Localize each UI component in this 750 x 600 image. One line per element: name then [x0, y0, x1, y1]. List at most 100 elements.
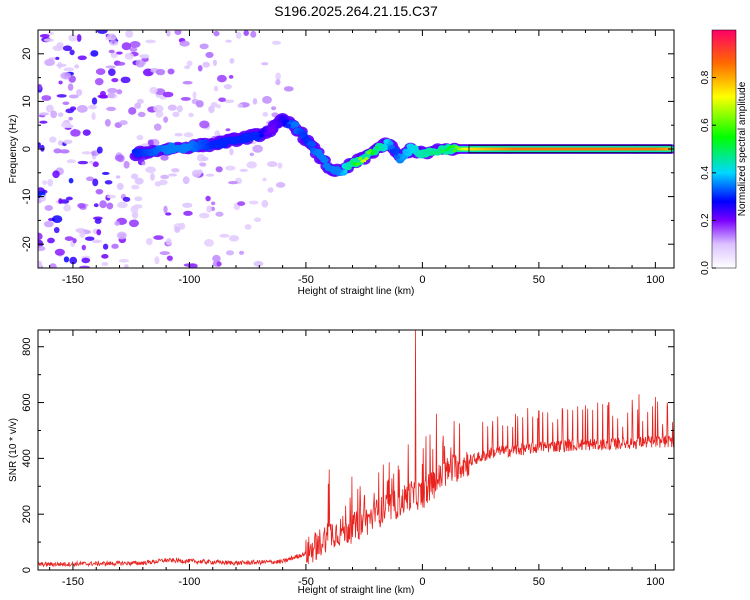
- spectrogram-noise-blob: [96, 229, 102, 236]
- spectrogram-noise-blob: [205, 195, 211, 202]
- spectrogram-noise-blob: [68, 34, 78, 42]
- spectrogram-noise-blob: [229, 58, 235, 64]
- spectrogram-noise-blob: [130, 173, 139, 180]
- spectrogram-trace-core: [196, 146, 201, 150]
- spectrogram-noise-blob: [66, 159, 76, 164]
- spectrogram-noise-blob: [49, 263, 57, 268]
- spectrogram-noise-blob: [42, 180, 48, 185]
- spectrogram-noise-blob: [149, 86, 158, 94]
- spectrogram-noise-blob: [219, 233, 230, 238]
- spectrogram-trace-core: [270, 128, 275, 132]
- spectrogram-noise-blob: [88, 104, 97, 110]
- spectrogram-noise-blob: [77, 55, 87, 61]
- spectrogram-noise-blob: [54, 248, 65, 256]
- spectrogram-noise-blob: [191, 169, 202, 178]
- snr-x-tick-label: -100: [178, 576, 200, 588]
- spectrogram-trace-core: [358, 157, 363, 161]
- colorbar-tick-label: 0.6: [700, 118, 711, 132]
- spectrogram-noise-blob: [116, 61, 126, 66]
- spectrogram-noise-blob: [237, 201, 246, 207]
- spectrogram-trace-core: [244, 134, 249, 138]
- spectrogram-noise-blob: [116, 51, 123, 55]
- spectrogram-trace-core: [165, 144, 170, 148]
- spectrogram-trace-core: [289, 119, 293, 123]
- spectrogram-noise-blob: [159, 251, 170, 256]
- spectrogram-noise-blob: [200, 156, 209, 161]
- spectrogram-noise-blob: [215, 166, 223, 173]
- spectrogram-trace-core: [387, 142, 392, 146]
- spectrogram-noise-blob: [205, 173, 215, 177]
- spectrogram-noise-blob: [275, 72, 281, 81]
- spectrogram-noise-blob: [96, 146, 103, 154]
- spectrogram-y-tick-label: 0: [21, 146, 33, 152]
- spectrogram-noise-blob: [123, 160, 130, 169]
- spectrogram-noise-blob: [192, 91, 197, 99]
- spectrogram-trace-core: [362, 159, 367, 163]
- spectrogram-trace-core: [278, 122, 283, 126]
- spectrogram-noise-blob: [101, 254, 109, 259]
- spectrogram-noise-blob: [235, 31, 242, 39]
- spectrogram-noise-blob: [208, 105, 215, 114]
- spectrogram-trace-core: [282, 122, 287, 126]
- spectrogram-trace-core: [356, 162, 361, 166]
- spectrogram-noise-blob: [262, 96, 272, 104]
- spectrogram-noise-blob: [277, 162, 283, 169]
- spectrogram-noise-blob: [153, 123, 162, 131]
- spectrogram-noise-blob: [116, 182, 124, 191]
- colorbar-ticks: 0.0 0.2 0.4 0.6 0.8: [700, 70, 716, 275]
- colorbar-label: Normalized spectral amplitude: [737, 81, 748, 216]
- spectrogram-noise-blob: [267, 187, 274, 193]
- spectrogram-noise-blob: [271, 40, 282, 45]
- spectrogram-trace-core: [274, 121, 279, 125]
- spectrogram-noise-blob: [104, 118, 111, 127]
- spectrogram-trace-core: [293, 123, 298, 127]
- spectrogram-trace-core: [419, 149, 423, 154]
- spectrogram-noise-blob: [50, 110, 58, 119]
- spectrogram-noise-blob: [104, 180, 113, 185]
- spectrogram-noise-blob: [136, 134, 144, 141]
- colorbar-tick-label: 0.8: [700, 70, 711, 84]
- spectrogram-noise-blob: [70, 106, 77, 111]
- spectrogram-noise-blob: [225, 250, 235, 256]
- spectrogram-noise-blob: [76, 89, 83, 96]
- spectrogram-noise-blob: [106, 106, 117, 112]
- spectrogram-trace-core: [307, 145, 312, 149]
- spectrogram-noise-blob: [56, 63, 67, 68]
- spectrogram-trace-core: [182, 143, 187, 147]
- spectrogram-noise-blob: [237, 103, 243, 108]
- spectrogram-noise-blob: [63, 139, 73, 145]
- spectrogram-noise-blob: [116, 231, 127, 240]
- spectrogram-noise-blob: [64, 236, 74, 241]
- spectrogram-y-tick-label: 20: [21, 48, 33, 60]
- spectrogram-noise-blob: [92, 178, 99, 187]
- spectrogram-noise-blob: [47, 31, 54, 36]
- spectrogram-trace-core: [142, 153, 147, 157]
- colorbar-tick-label: 0.2: [700, 213, 711, 227]
- spectrogram-noise-blob: [110, 51, 118, 59]
- spectrogram-trace-core: [194, 144, 199, 148]
- spectrogram-trace-core: [372, 149, 377, 153]
- spectrogram-y-label: Frequency (Hz): [8, 115, 19, 184]
- spectrogram-noise-blob: [95, 68, 106, 75]
- spectrogram-noise-blob: [249, 152, 255, 157]
- spectrogram-trace-core: [322, 158, 327, 162]
- spectrogram-noise-blob: [129, 47, 138, 52]
- spectrogram-noise-blob: [244, 224, 252, 230]
- spectrogram-noise-blob: [160, 154, 169, 161]
- spectrogram-noise-blob: [111, 77, 119, 83]
- spectrogram-trace-core: [305, 138, 310, 142]
- spectrogram-noise-blob: [134, 196, 143, 202]
- spectrogram-noise-blob: [239, 168, 248, 172]
- spectrogram-x-tick-label: -100: [178, 274, 200, 286]
- spectrogram-noise-blob: [147, 139, 154, 146]
- spectrogram-noise-blob: [262, 111, 269, 117]
- spectrogram-noise-blob: [82, 129, 91, 136]
- spectrogram-noise-blob: [179, 40, 190, 47]
- snr-y-axis: 0 200 400 600 800: [21, 338, 674, 573]
- snr-x-axis: -150 -100 -50 0 50 100: [49, 330, 665, 588]
- spectrogram-noise-blob: [145, 39, 156, 44]
- spectrogram-noise-blob: [108, 49, 115, 54]
- spectrogram-noise-blob: [81, 151, 92, 155]
- spectrogram-noise-blob: [163, 116, 169, 123]
